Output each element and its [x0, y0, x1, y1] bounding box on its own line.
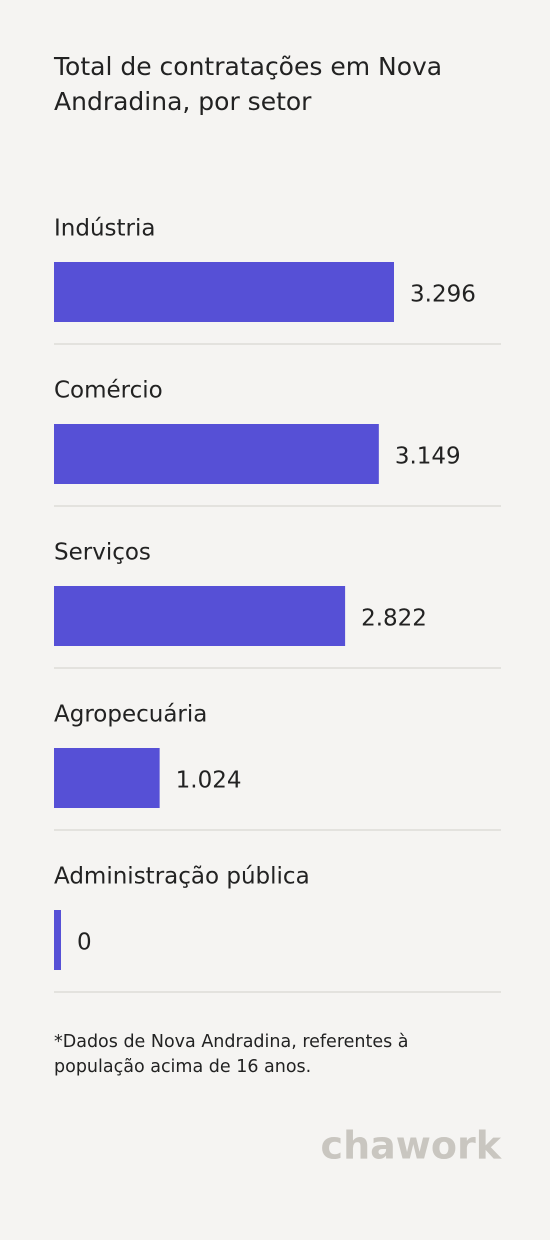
- value-label: 3.149: [395, 444, 461, 470]
- bar: [54, 748, 160, 808]
- bar: [54, 910, 61, 970]
- category-label: Indústria: [54, 216, 155, 242]
- brand-logo: chawork: [321, 1124, 502, 1168]
- chart-title: Total de contratações em Nova Andradina, …: [53, 52, 442, 116]
- footnote: *Dados de Nova Andradina, referentes à po…: [54, 1032, 409, 1077]
- category-label: Serviços: [54, 540, 151, 566]
- bar: [54, 262, 394, 322]
- category-label: Comércio: [54, 378, 163, 404]
- bar: [54, 586, 346, 646]
- category-label: Administração pública: [54, 864, 310, 890]
- category-label: Agropecuária: [54, 702, 207, 728]
- value-label: 1.024: [176, 768, 242, 794]
- value-label: 0: [77, 930, 92, 956]
- bar: [54, 424, 379, 484]
- value-label: 3.296: [410, 282, 476, 308]
- value-label: 2.822: [361, 606, 427, 632]
